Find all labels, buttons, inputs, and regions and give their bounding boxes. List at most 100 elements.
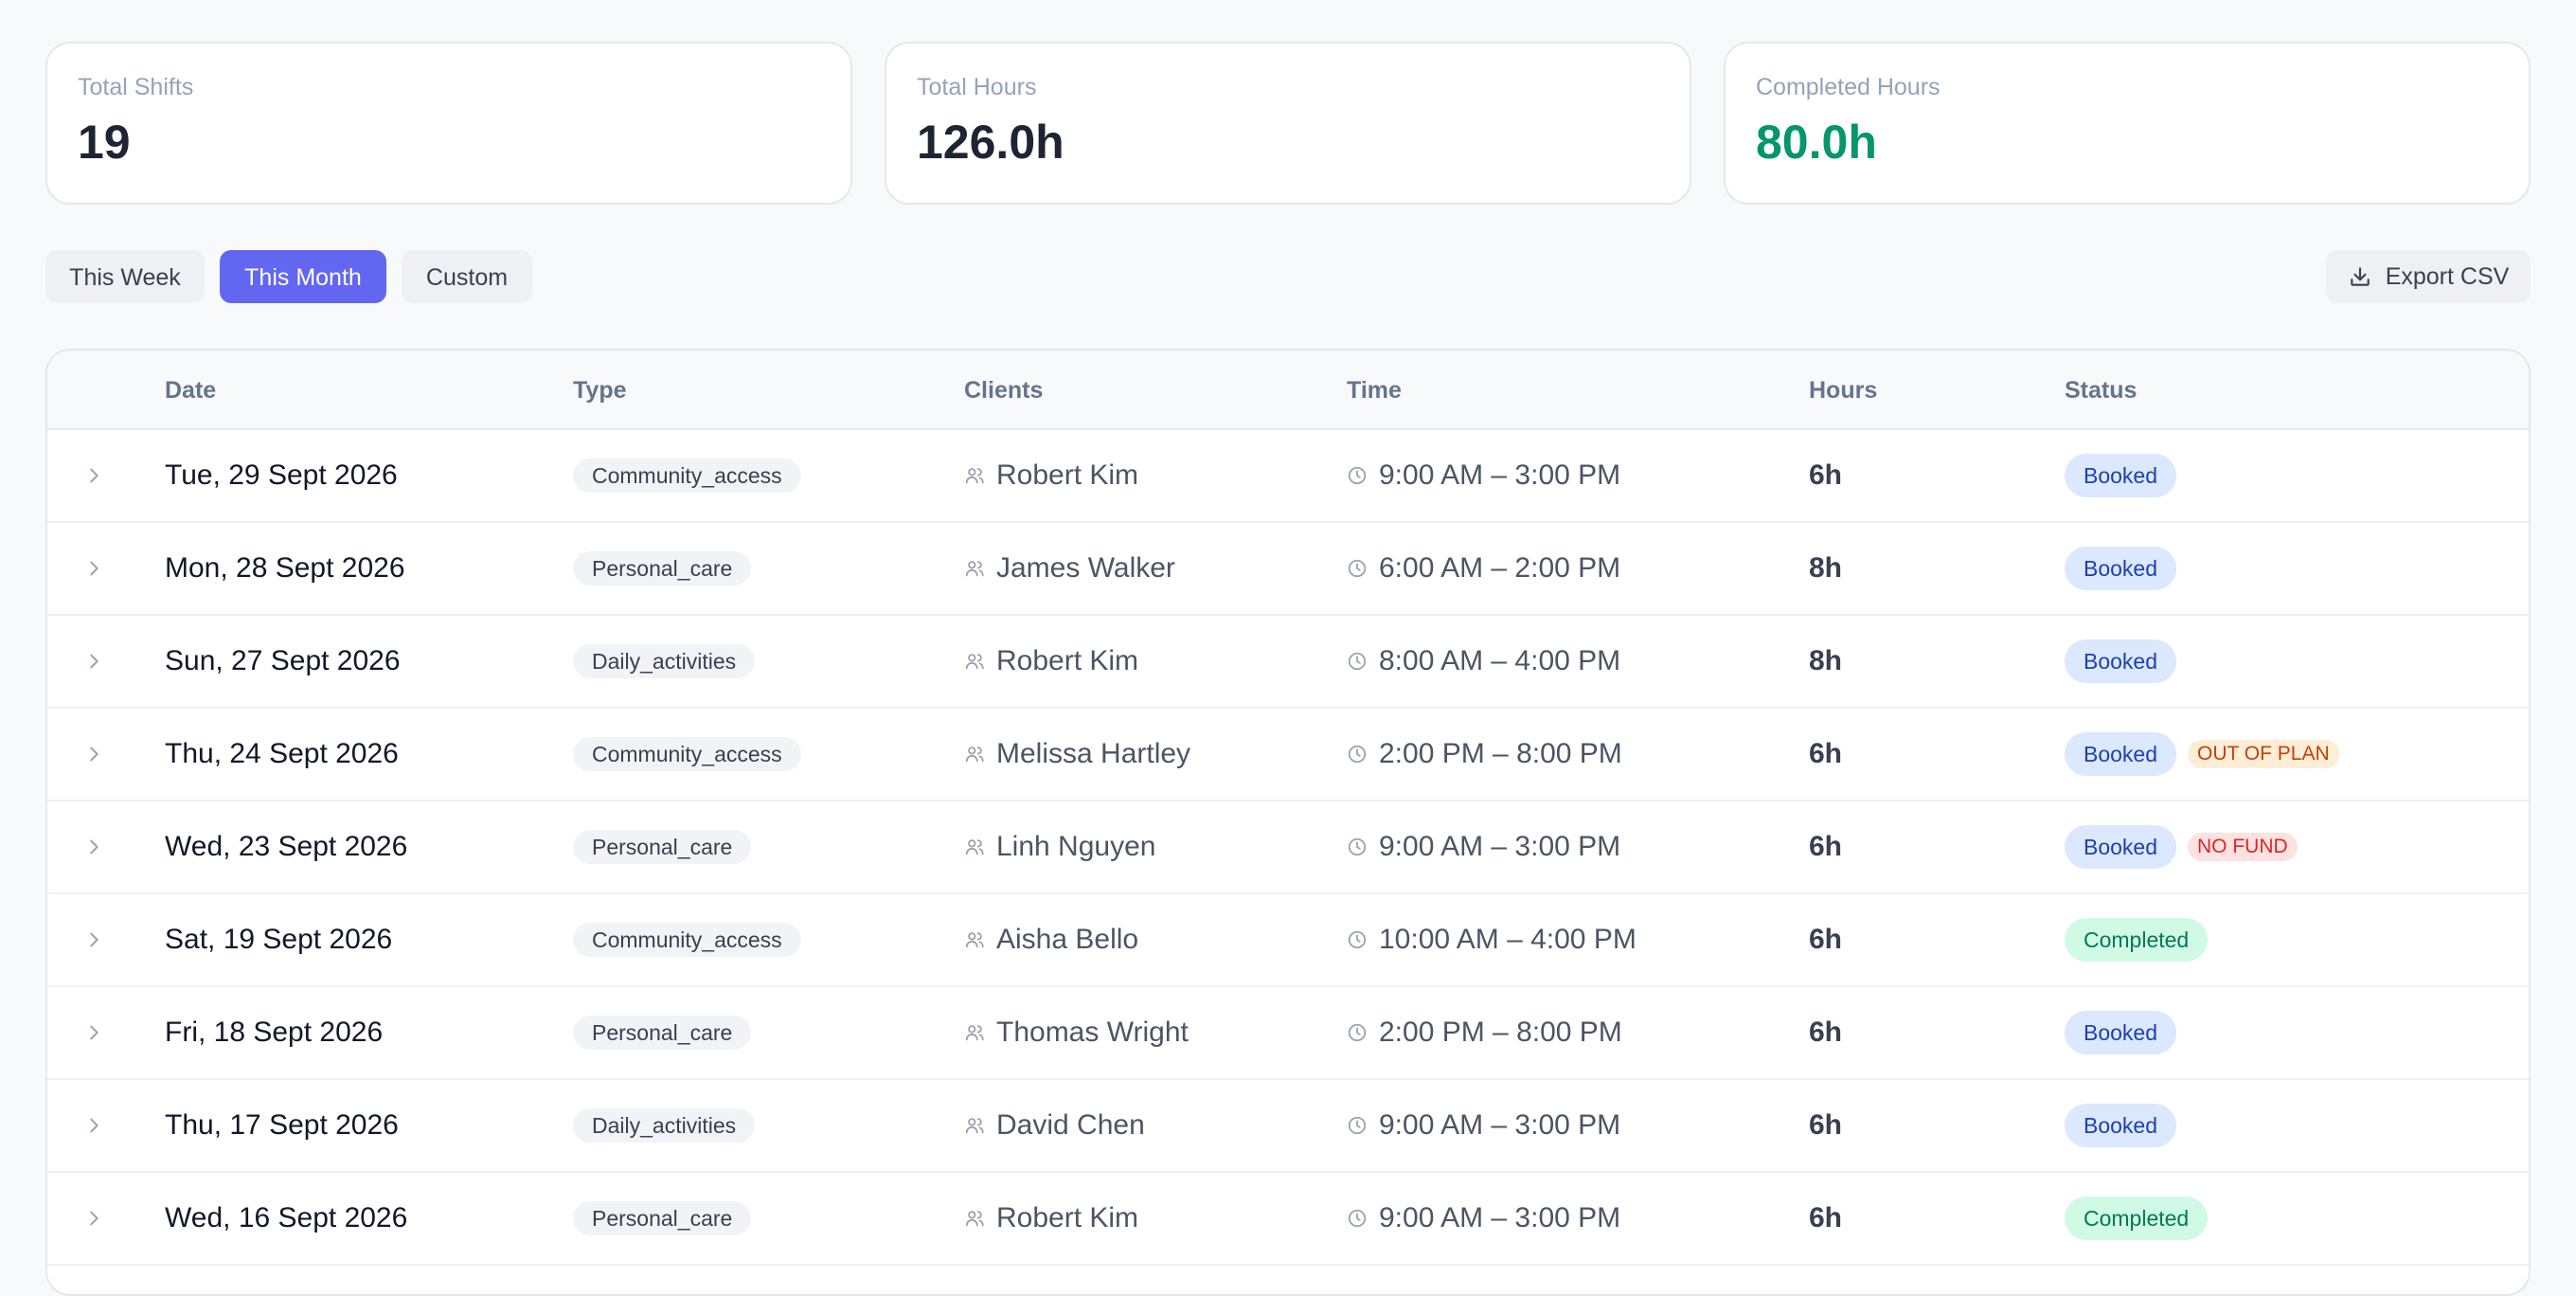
time-range: 6:00 AM – 2:00 PM — [1379, 552, 1621, 584]
type-pill: Personal_care — [573, 1016, 752, 1050]
shift-hours: 8h — [1809, 552, 1843, 584]
shift-type: Personal_care — [573, 523, 752, 614]
shift-status: Booked — [2065, 987, 2177, 1078]
expand-row-button[interactable] — [83, 430, 104, 521]
client-name: David Chen — [996, 1109, 1145, 1141]
time-range: 9:00 AM – 3:00 PM — [1379, 831, 1621, 862]
shift-date: Thu, 17 Sept 2026 — [165, 1109, 399, 1141]
stat-card-total-hours: Total Hours 126.0h — [885, 42, 1691, 205]
shift-hours: 6h — [1809, 459, 1843, 491]
table-row[interactable]: Wed, 16 Sept 2026 Personal_care Robert K… — [47, 1173, 2529, 1266]
chevron-right-icon — [83, 558, 104, 579]
column-header-type: Type — [573, 377, 627, 404]
column-header-status: Status — [2065, 377, 2138, 404]
shift-status: Booked — [2065, 523, 2177, 614]
expand-row-button[interactable] — [83, 1173, 104, 1264]
table-row[interactable]: Fri, 18 Sept 2026 Personal_care Thomas W… — [47, 987, 2529, 1080]
users-icon — [964, 837, 985, 857]
chevron-right-icon — [83, 1208, 104, 1229]
expand-row-button[interactable] — [83, 709, 104, 800]
table-row[interactable]: Sat, 19 Sept 2026 Community_access Aisha… — [47, 894, 2529, 987]
shift-client: Linh Nguyen — [964, 801, 1155, 892]
shift-status: Booked NO FUND — [2065, 801, 2298, 892]
stat-card-total-shifts: Total Shifts 19 — [45, 42, 852, 205]
shift-client: James Walker — [964, 523, 1175, 614]
shift-client: Thomas Wright — [964, 987, 1189, 1078]
status-badge: Booked — [2065, 825, 2177, 869]
stat-value: 126.0h — [917, 116, 1064, 169]
shift-status: Booked — [2065, 616, 2177, 707]
expand-row-button[interactable] — [83, 523, 104, 614]
client-name: Thomas Wright — [996, 1017, 1189, 1048]
expand-row-button[interactable] — [83, 616, 104, 707]
shift-time: 2:00 PM – 8:00 PM — [1347, 709, 1622, 800]
column-header-date: Date — [165, 377, 217, 404]
shift-status: Completed — [2065, 894, 2209, 985]
shift-time: 6:00 AM – 2:00 PM — [1347, 523, 1620, 614]
time-range: 9:00 AM – 3:00 PM — [1379, 459, 1621, 491]
filter-custom-button[interactable]: Custom — [402, 250, 532, 303]
shift-type: Daily_activities — [573, 616, 756, 707]
shift-status: Booked — [2065, 1080, 2177, 1171]
filter-this-month-button[interactable]: This Month — [220, 250, 386, 303]
table-row[interactable]: Tue, 29 Sept 2026 Community_access Rober… — [47, 430, 2529, 523]
clock-icon — [1347, 1115, 1368, 1136]
users-icon — [964, 1208, 985, 1229]
no-fund-flag: NO FUND — [2188, 833, 2298, 861]
shift-date: Wed, 16 Sept 2026 — [165, 1202, 408, 1233]
time-range: 2:00 PM – 8:00 PM — [1379, 1017, 1622, 1048]
expand-row-button[interactable] — [83, 801, 104, 892]
shift-client: Melissa Hartley — [964, 709, 1190, 800]
clock-icon — [1347, 558, 1368, 579]
shift-type: Daily_activities — [573, 1080, 756, 1171]
users-icon — [964, 1115, 985, 1136]
table-row[interactable]: Thu, 24 Sept 2026 Community_access Melis… — [47, 709, 2529, 801]
shift-time: 8:00 AM – 4:00 PM — [1347, 616, 1620, 707]
status-badge: Completed — [2065, 918, 2209, 962]
table-header: Date Type Clients Time Hours Status — [47, 351, 2529, 430]
expand-row-button[interactable] — [83, 1080, 104, 1171]
shift-time: 9:00 AM – 3:00 PM — [1347, 1173, 1620, 1264]
time-range: 2:00 PM – 8:00 PM — [1379, 738, 1622, 769]
shift-type: Personal_care — [573, 987, 752, 1078]
chevron-right-icon — [83, 1115, 104, 1136]
shift-client: Robert Kim — [964, 430, 1138, 521]
shifts-table: Date Type Clients Time Hours Status Tue,… — [45, 349, 2531, 1296]
table-row[interactable]: Wed, 23 Sept 2026 Personal_care Linh Ngu… — [47, 801, 2529, 894]
export-csv-label: Export CSV — [2385, 262, 2510, 290]
client-name: Linh Nguyen — [996, 831, 1156, 862]
status-badge: Booked — [2065, 547, 2177, 590]
shift-hours: 6h — [1809, 924, 1843, 955]
table-row[interactable]: Thu, 17 Sept 2026 Daily_activities David… — [47, 1080, 2529, 1173]
expand-row-button[interactable] — [83, 894, 104, 985]
shift-type: Community_access — [573, 709, 801, 800]
type-pill: Community_access — [573, 737, 801, 771]
shift-client: Aisha Bello — [964, 894, 1138, 985]
clock-icon — [1347, 1022, 1368, 1043]
chevron-right-icon — [83, 465, 104, 486]
shift-type: Community_access — [573, 430, 801, 521]
client-name: Robert Kim — [996, 459, 1139, 491]
table-row[interactable]: Mon, 28 Sept 2026 Personal_care James Wa… — [47, 523, 2529, 616]
status-badge: Completed — [2065, 1197, 2209, 1240]
type-pill: Daily_activities — [573, 644, 756, 678]
status-badge: Booked — [2065, 1011, 2177, 1054]
chevron-right-icon — [83, 837, 104, 857]
users-icon — [964, 1022, 985, 1043]
time-range: 10:00 AM – 4:00 PM — [1379, 924, 1637, 955]
table-row[interactable]: Sun, 27 Sept 2026 Daily_activities Rober… — [47, 616, 2529, 709]
column-header-hours: Hours — [1809, 377, 1878, 404]
client-name: Robert Kim — [996, 1202, 1139, 1233]
column-header-clients: Clients — [964, 377, 1044, 404]
users-icon — [964, 744, 985, 765]
clock-icon — [1347, 837, 1368, 857]
filter-this-week-button[interactable]: This Week — [45, 250, 205, 303]
shift-hours: 6h — [1809, 1202, 1843, 1233]
shift-status: Booked — [2065, 430, 2177, 521]
chevron-right-icon — [83, 1022, 104, 1043]
shift-client: David Chen — [964, 1080, 1145, 1171]
clock-icon — [1347, 651, 1368, 672]
expand-row-button[interactable] — [83, 987, 104, 1078]
shift-type: Personal_care — [573, 1173, 752, 1264]
export-csv-button[interactable]: Export CSV — [2326, 250, 2531, 303]
